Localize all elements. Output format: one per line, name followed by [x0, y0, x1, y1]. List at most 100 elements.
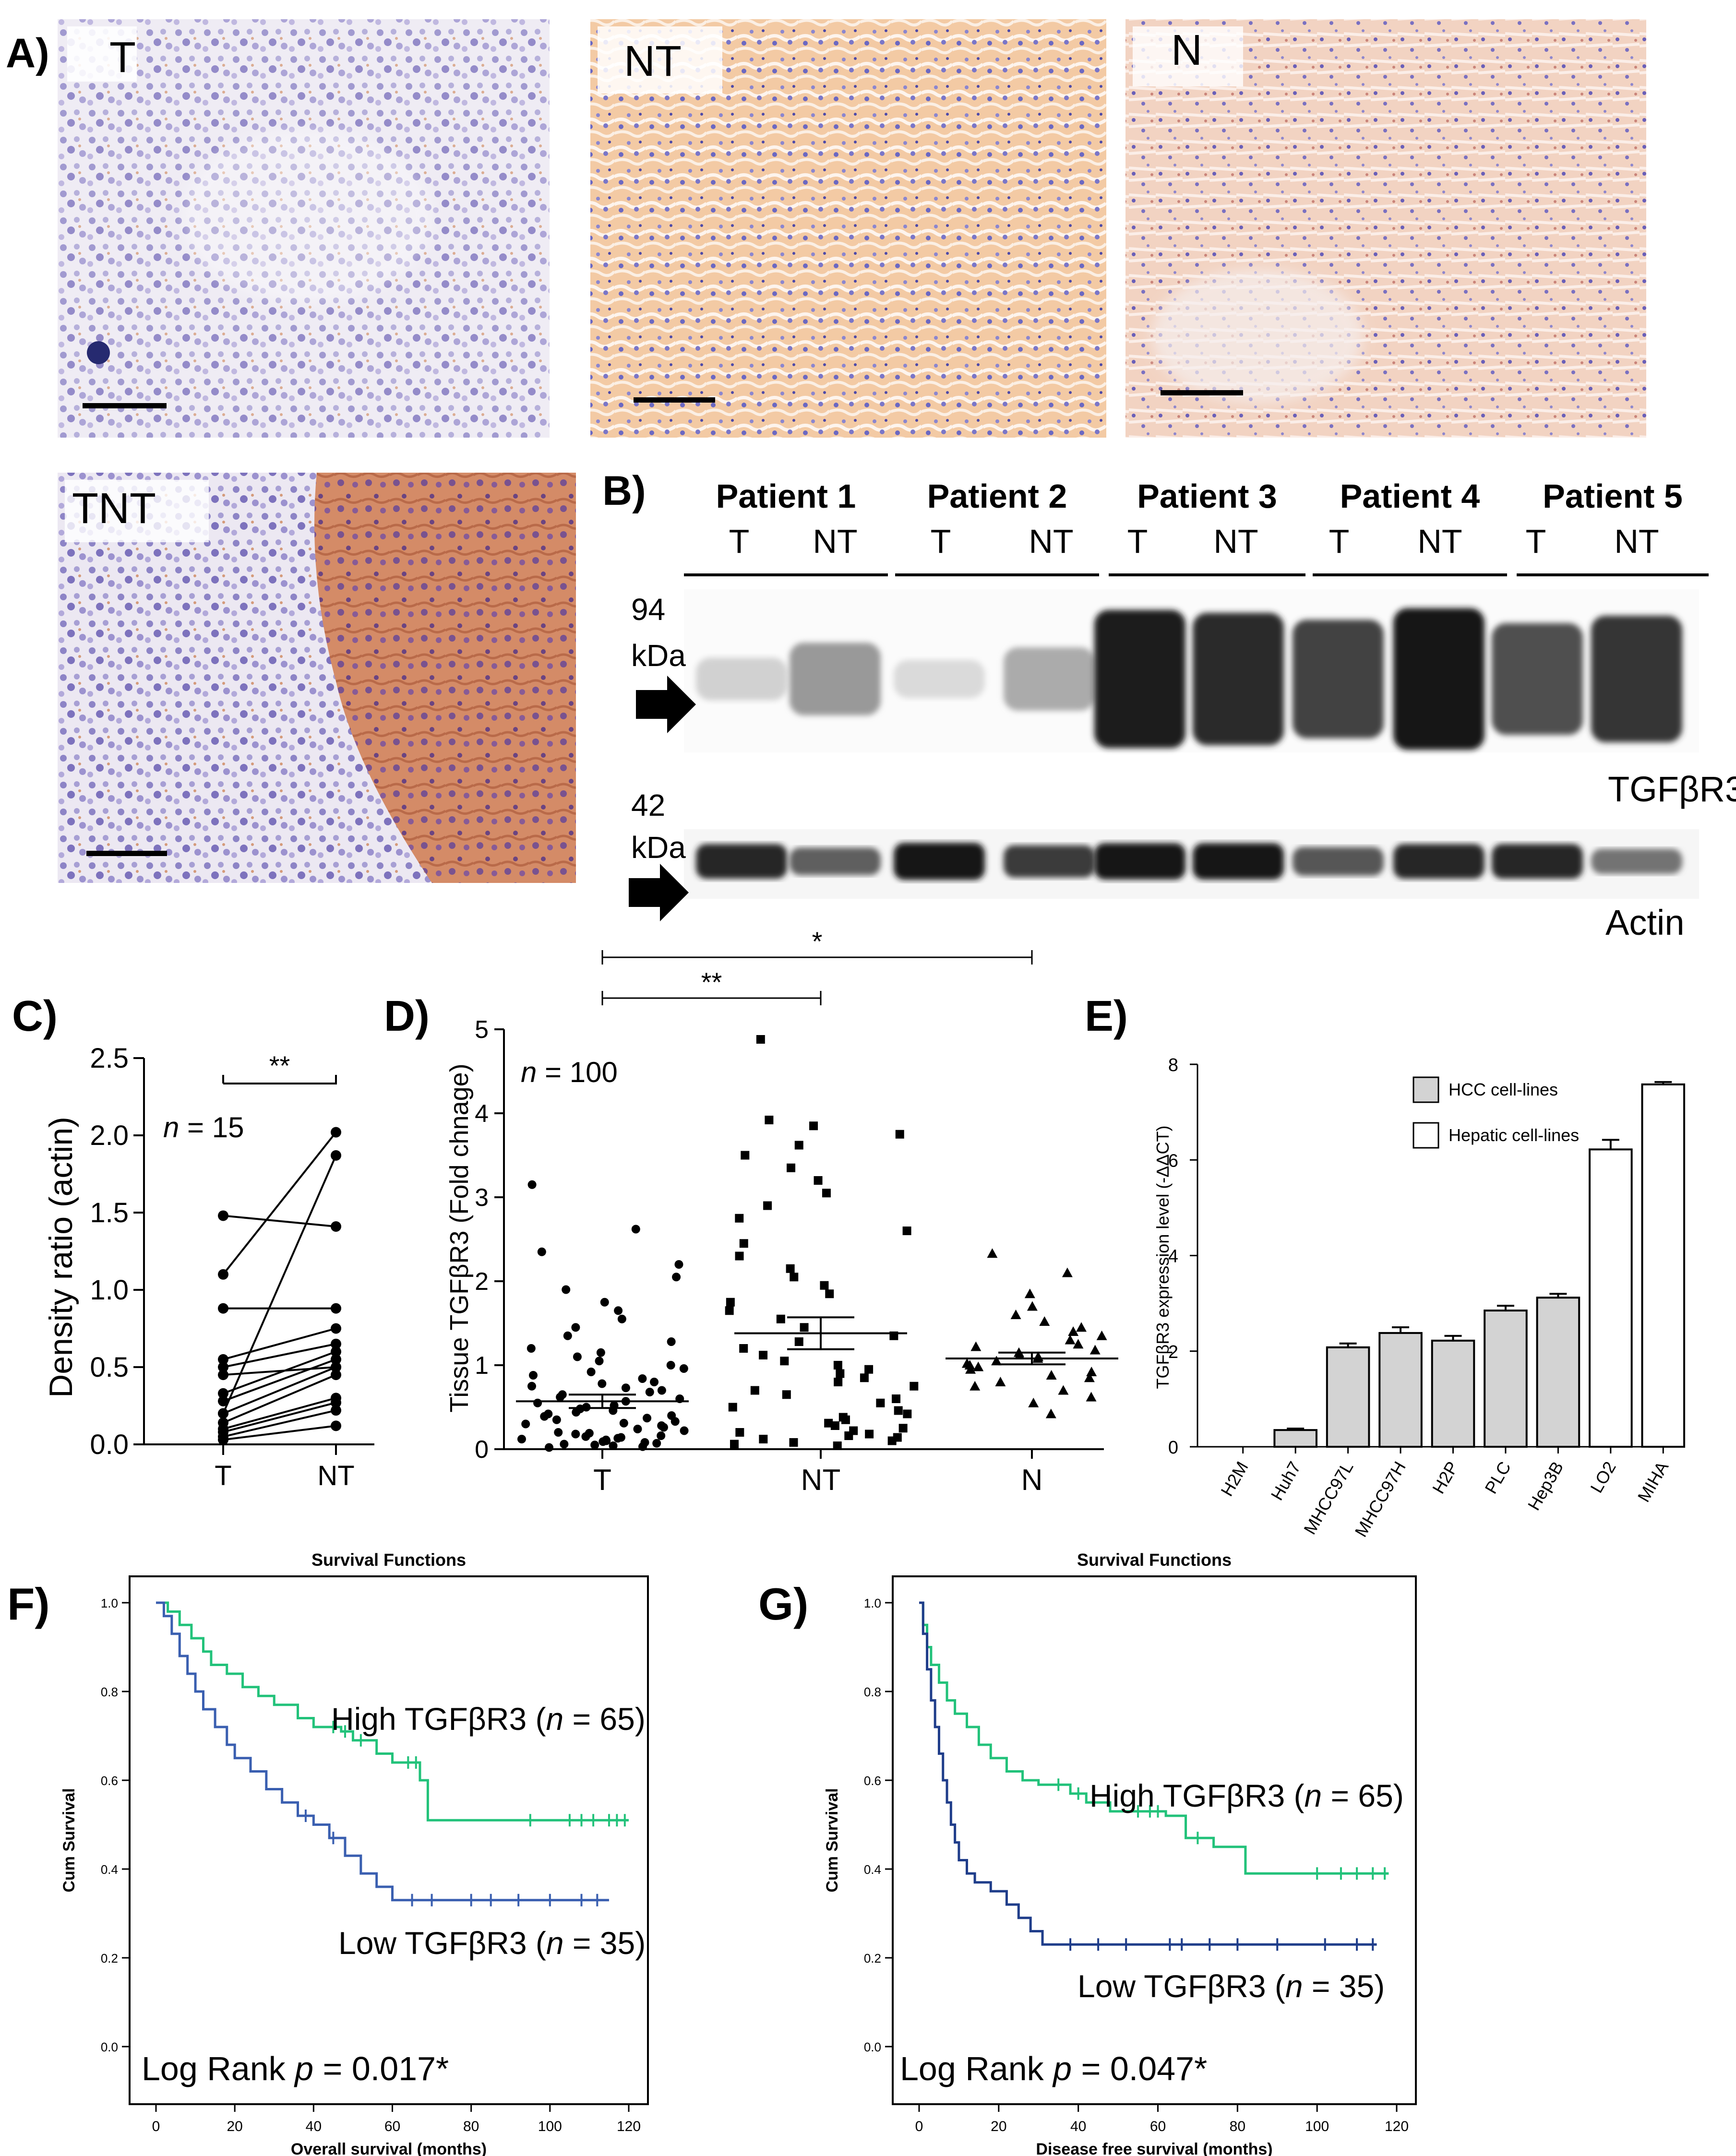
marker-42-unit: kDa [631, 830, 686, 865]
panel-f: F) Survival Functions Overall survival (m… [7, 1550, 649, 2156]
d-point-t [640, 1438, 649, 1447]
c-point-t-8 [218, 1388, 228, 1399]
d-y-tick-label: 4 [475, 1100, 489, 1128]
d-point-nt [780, 1357, 789, 1366]
d-point-nt [730, 1440, 739, 1449]
actin-band-1 [696, 844, 787, 879]
c-y-tick-label: 1.5 [90, 1197, 129, 1228]
c-pair-line-6 [223, 1366, 336, 1415]
d-point-nt [739, 1344, 748, 1353]
c-n-annotation-n: n [163, 1111, 179, 1144]
d-point-n [1065, 1334, 1076, 1345]
c-point-nt-11 [331, 1323, 341, 1334]
c-point-nt-10 [331, 1338, 341, 1349]
d-point-n [1039, 1316, 1050, 1326]
chartG-series-label-high-pre: High TGFβR3 ( [1089, 1778, 1305, 1813]
chartF-series-label-high-n: n [546, 1701, 564, 1737]
patient-header-5: Patient 5 [1543, 477, 1683, 515]
d-point-t [667, 1411, 676, 1420]
d-point-t [631, 1225, 640, 1234]
c-pair-line-14 [223, 1215, 336, 1227]
d-x-tick-label: NT [801, 1464, 841, 1497]
d-point-nt [820, 1281, 829, 1290]
lane-label-nt: NT [813, 523, 857, 560]
c-pair-line-15 [222, 1155, 337, 1414]
d-point-n [1084, 1372, 1095, 1382]
d-point-t [545, 1443, 554, 1452]
d-point-nt [836, 1369, 845, 1378]
actin-band-3 [894, 843, 985, 880]
chartG-logrank-prefix: Log Rank [900, 2050, 1053, 2087]
e-y-tick-label: 4 [1168, 1247, 1178, 1267]
d-point-nt [728, 1403, 737, 1412]
d-point-nt [894, 1406, 903, 1415]
chartF-title: Survival Functions [311, 1550, 466, 1570]
d-point-t [596, 1348, 605, 1357]
d-point-t [667, 1337, 676, 1346]
western-headers: Patient 1 T NT Patient 2 T NT Patient 3 T NT Pati… [684, 477, 1709, 576]
e-x-tick-label: H2P [1428, 1458, 1462, 1497]
scale-bar [634, 397, 715, 403]
d-point-nt [822, 1189, 831, 1198]
d-point-nt [790, 1273, 799, 1282]
d-comparison-label-2: * [812, 926, 823, 956]
c-significance-label: ** [269, 1050, 290, 1081]
chartG-series-label-low-pre: Low TGFβR3 ( [1078, 1968, 1285, 2004]
chartF-x-tick-label: 0 [152, 2119, 160, 2134]
d-point-n [1073, 1339, 1084, 1349]
lane-label-nt: NT [1029, 523, 1073, 560]
c-point-t-10 [218, 1362, 228, 1372]
e-y-axis-label: TGFβR3 expression level (-ΔΔCT) [1153, 1126, 1173, 1389]
c-y-tick-label: 1.0 [90, 1275, 129, 1306]
c-point-nt-5 [331, 1370, 341, 1381]
c-pair-line-7 [223, 1358, 336, 1402]
d-point-t [601, 1435, 611, 1444]
d-comparison-bracket-1 [601, 991, 822, 1005]
panel-b-label: B) [602, 468, 646, 514]
chartG-series-label-low-rest: = 35) [1303, 1968, 1385, 2004]
chartG-curve-low [919, 1601, 1377, 1946]
d-point-nt [787, 1163, 796, 1172]
d-y-tick-label: 0 [475, 1436, 489, 1464]
chartG-x-tick-label: 20 [991, 2119, 1006, 2134]
d-point-t [657, 1386, 666, 1395]
d-point-t [571, 1429, 580, 1439]
e-y-tick-label: 6 [1168, 1151, 1178, 1171]
panel-c: C) 0.0 0.5 1.0 1.5 2.0 2.5 T NT Density ratio (a… [12, 992, 374, 1491]
d-point-t [573, 1352, 582, 1361]
d-point-nt [776, 1314, 785, 1323]
tgfbr3-band-3 [894, 660, 985, 698]
d-point-n [1045, 1408, 1056, 1418]
actin-band-8 [1393, 844, 1485, 879]
c-pair-line-3 [223, 1402, 336, 1433]
chartF-series-label-low-n: n [546, 1925, 564, 1961]
protein-label-actin: Actin [1605, 903, 1685, 942]
chartF-series-label-high: High TGFβR3 (n = 65) [331, 1701, 646, 1737]
c-point-t-13 [218, 1269, 228, 1280]
panel-c-label: C) [12, 992, 58, 1040]
c-y-tick-label: 2.5 [90, 1043, 129, 1074]
d-point-nt [892, 1394, 901, 1403]
e-x-tick-label: MHCC97H [1351, 1458, 1410, 1540]
chartG-y-axis-label: Cum Survival [823, 1788, 841, 1892]
patient-header-2: Patient 2 [927, 477, 1067, 515]
d-point-t [527, 1180, 537, 1189]
c-n-annotation: n = 15 [163, 1111, 244, 1144]
e-bar-H2P [1431, 1339, 1475, 1448]
d-point-t [674, 1260, 683, 1269]
d-point-nt [735, 1428, 744, 1437]
tgfbr3-band-6 [1193, 613, 1284, 745]
d-point-nt [786, 1264, 795, 1273]
chartF-x-tick-label: 120 [617, 2119, 641, 2134]
e-x-tick-label: H2M [1217, 1458, 1252, 1500]
d-point-nt [864, 1365, 874, 1374]
chartF-series-label-low-pre: Low TGFβR3 ( [338, 1925, 546, 1961]
d-point-t [527, 1344, 536, 1353]
chart-f: Survival Functions Overall survival (mont… [60, 1550, 649, 2156]
patient-header-4: Patient 4 [1340, 477, 1480, 515]
e-x-tick-label: PLC [1481, 1458, 1515, 1497]
d-y-tick-label: 1 [475, 1352, 489, 1380]
chartG-x-tick-label: 120 [1385, 2119, 1409, 2134]
d-point-nt [735, 1214, 744, 1223]
